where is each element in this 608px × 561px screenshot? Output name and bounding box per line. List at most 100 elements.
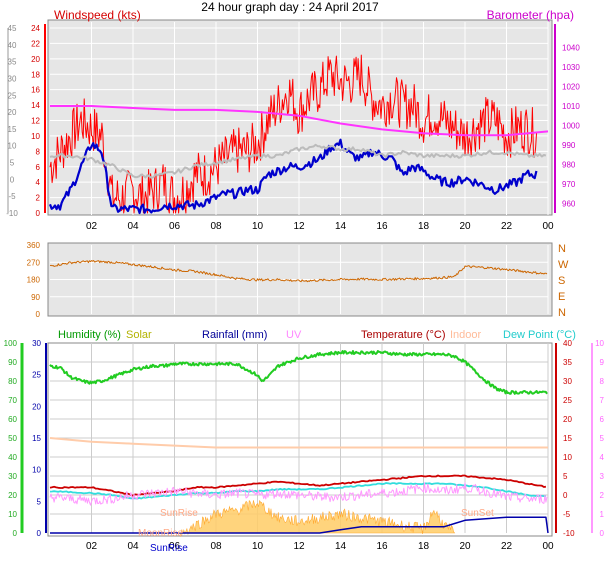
rainfall-tick-label: 20 [32,402,41,411]
wind-tick-label: 22 [31,39,40,48]
humidity-tick-label: 50 [8,434,17,443]
rainfall-tick-label: 5 [37,497,42,506]
series-indoor [49,437,548,449]
x-tick-label: 08 [210,221,222,232]
temperature-tick-label: 35 [563,358,572,367]
temperature-tick-label: -10 [563,529,575,538]
x-tick-label: 06 [169,541,181,552]
rainfall-tick-label: 10 [32,466,41,475]
wind-axis-label: Windspeed (kts) [54,8,141,22]
outer-tick-label: 0 [10,175,15,184]
outer-tick-label: 10 [8,142,17,151]
x-tick-label: 04 [127,221,139,232]
temperature-tick-label: 15 [563,434,572,443]
series-windspeed [49,54,538,214]
compass-label: N [558,243,566,255]
uv-tick-label: 0 [600,529,605,538]
rainfall-tick-label: 15 [32,434,41,443]
legend-temperature: Temperature (°C) [361,329,445,341]
outer-tick-label: 25 [8,91,17,100]
x-tick-label: 16 [376,541,388,552]
x-tick-label: 12 [293,541,305,552]
humidity-tick-label: 20 [8,491,17,500]
legend-indoor: Indoor [450,329,482,341]
temperature-tick-label: 40 [563,339,572,348]
humidity-tick-label: 80 [8,377,17,386]
direction-tick-label: 90 [31,293,40,302]
x-tick-label: 20 [459,221,471,232]
series-rainfall [50,516,549,534]
direction-tick-label: 360 [27,241,41,250]
baro-tick-label: 980 [562,161,576,170]
wind-tick-label: 24 [31,24,40,33]
temperature-tick-label: 20 [563,415,572,424]
direction-tick-label: 270 [27,258,41,267]
wind-panel-series [48,54,549,215]
temperature-tick-label: 0 [563,491,568,500]
x-tick-label: 06 [169,221,181,232]
humidity-tick-label: 10 [8,510,17,519]
legend-uv: UV [286,329,302,341]
x-tick-label: 02 [86,221,98,232]
x-tick-label: 16 [376,221,388,232]
x-tick-label: 00 [542,221,554,232]
x-tick-label: 18 [418,221,430,232]
baro-tick-label: 1030 [562,63,580,72]
compass-label: S [558,275,565,287]
wind-tick-label: 12 [31,117,40,126]
climate-legend: Humidity (%) Solar Rainfall (mm) UV Temp… [58,329,576,341]
humidity-tick-label: 40 [8,453,17,462]
x-tick-label: 18 [418,541,430,552]
x-tick-label: 14 [335,221,347,232]
humidity-tick-label: 70 [8,396,17,405]
rainfall-tick-label: 25 [32,371,41,380]
x-tick-label: 14 [335,541,347,552]
annotation-sunrise-upper: SunRise [160,508,198,519]
direction-panel-series [49,260,548,283]
baro-tick-label: 960 [562,200,576,209]
legend-solar: Solar [126,329,152,341]
uv-tick-label: 4 [600,453,605,462]
wind-tick-label: 4 [36,178,41,187]
humidity-tick-label: 100 [4,339,18,348]
outer-tick-label: 5 [10,159,15,168]
baro-axis-label: Barometer (hpa) [487,8,574,22]
uv-tick-label: 9 [600,358,605,367]
outer-tick-label: 15 [8,125,17,134]
outer-tick-label: -5 [8,192,16,201]
compass-label: E [558,291,565,303]
climate-annotations: SunRise SunSet MoonRise SunRise [138,508,494,554]
temperature-tick-label: 5 [563,472,568,481]
temperature-tick-label: 25 [563,396,572,405]
temperature-tick-label: 10 [563,453,572,462]
wind-tick-label: 2 [36,194,41,203]
uv-tick-label: 7 [600,396,605,405]
x-tick-label: 22 [501,221,513,232]
annotation-sunset: SunSet [461,508,494,519]
annotation-sunrise-lower: SunRise [150,543,188,554]
uv-tick-label: 1 [600,510,605,519]
climate-panel-series [49,350,549,537]
direction-tick-label: 180 [27,276,41,285]
outer-tick-label: 20 [8,108,17,117]
legend-humidity: Humidity (%) [58,329,121,341]
direction-tick-label: 0 [36,310,41,319]
x-tick-label: 22 [501,541,513,552]
wind-tick-label: 6 [36,163,41,172]
baro-tick-label: 1000 [562,122,580,131]
baro-tick-label: 1010 [562,102,580,111]
climate-panel-axes: 1009080706050403020100302520151050403530… [4,339,605,552]
humidity-tick-label: 60 [8,415,17,424]
wind-tick-label: 10 [31,132,40,141]
uv-tick-label: 8 [600,377,605,386]
series-wind-direction [49,260,548,283]
compass-label: N [558,307,566,319]
wind-tick-label: 16 [31,86,40,95]
climate-panel-grid [50,343,549,533]
wind-tick-label: 0 [36,209,41,218]
outer-tick-label: 40 [8,41,17,50]
uv-tick-label: 3 [600,472,605,481]
series-barometer [50,105,549,137]
